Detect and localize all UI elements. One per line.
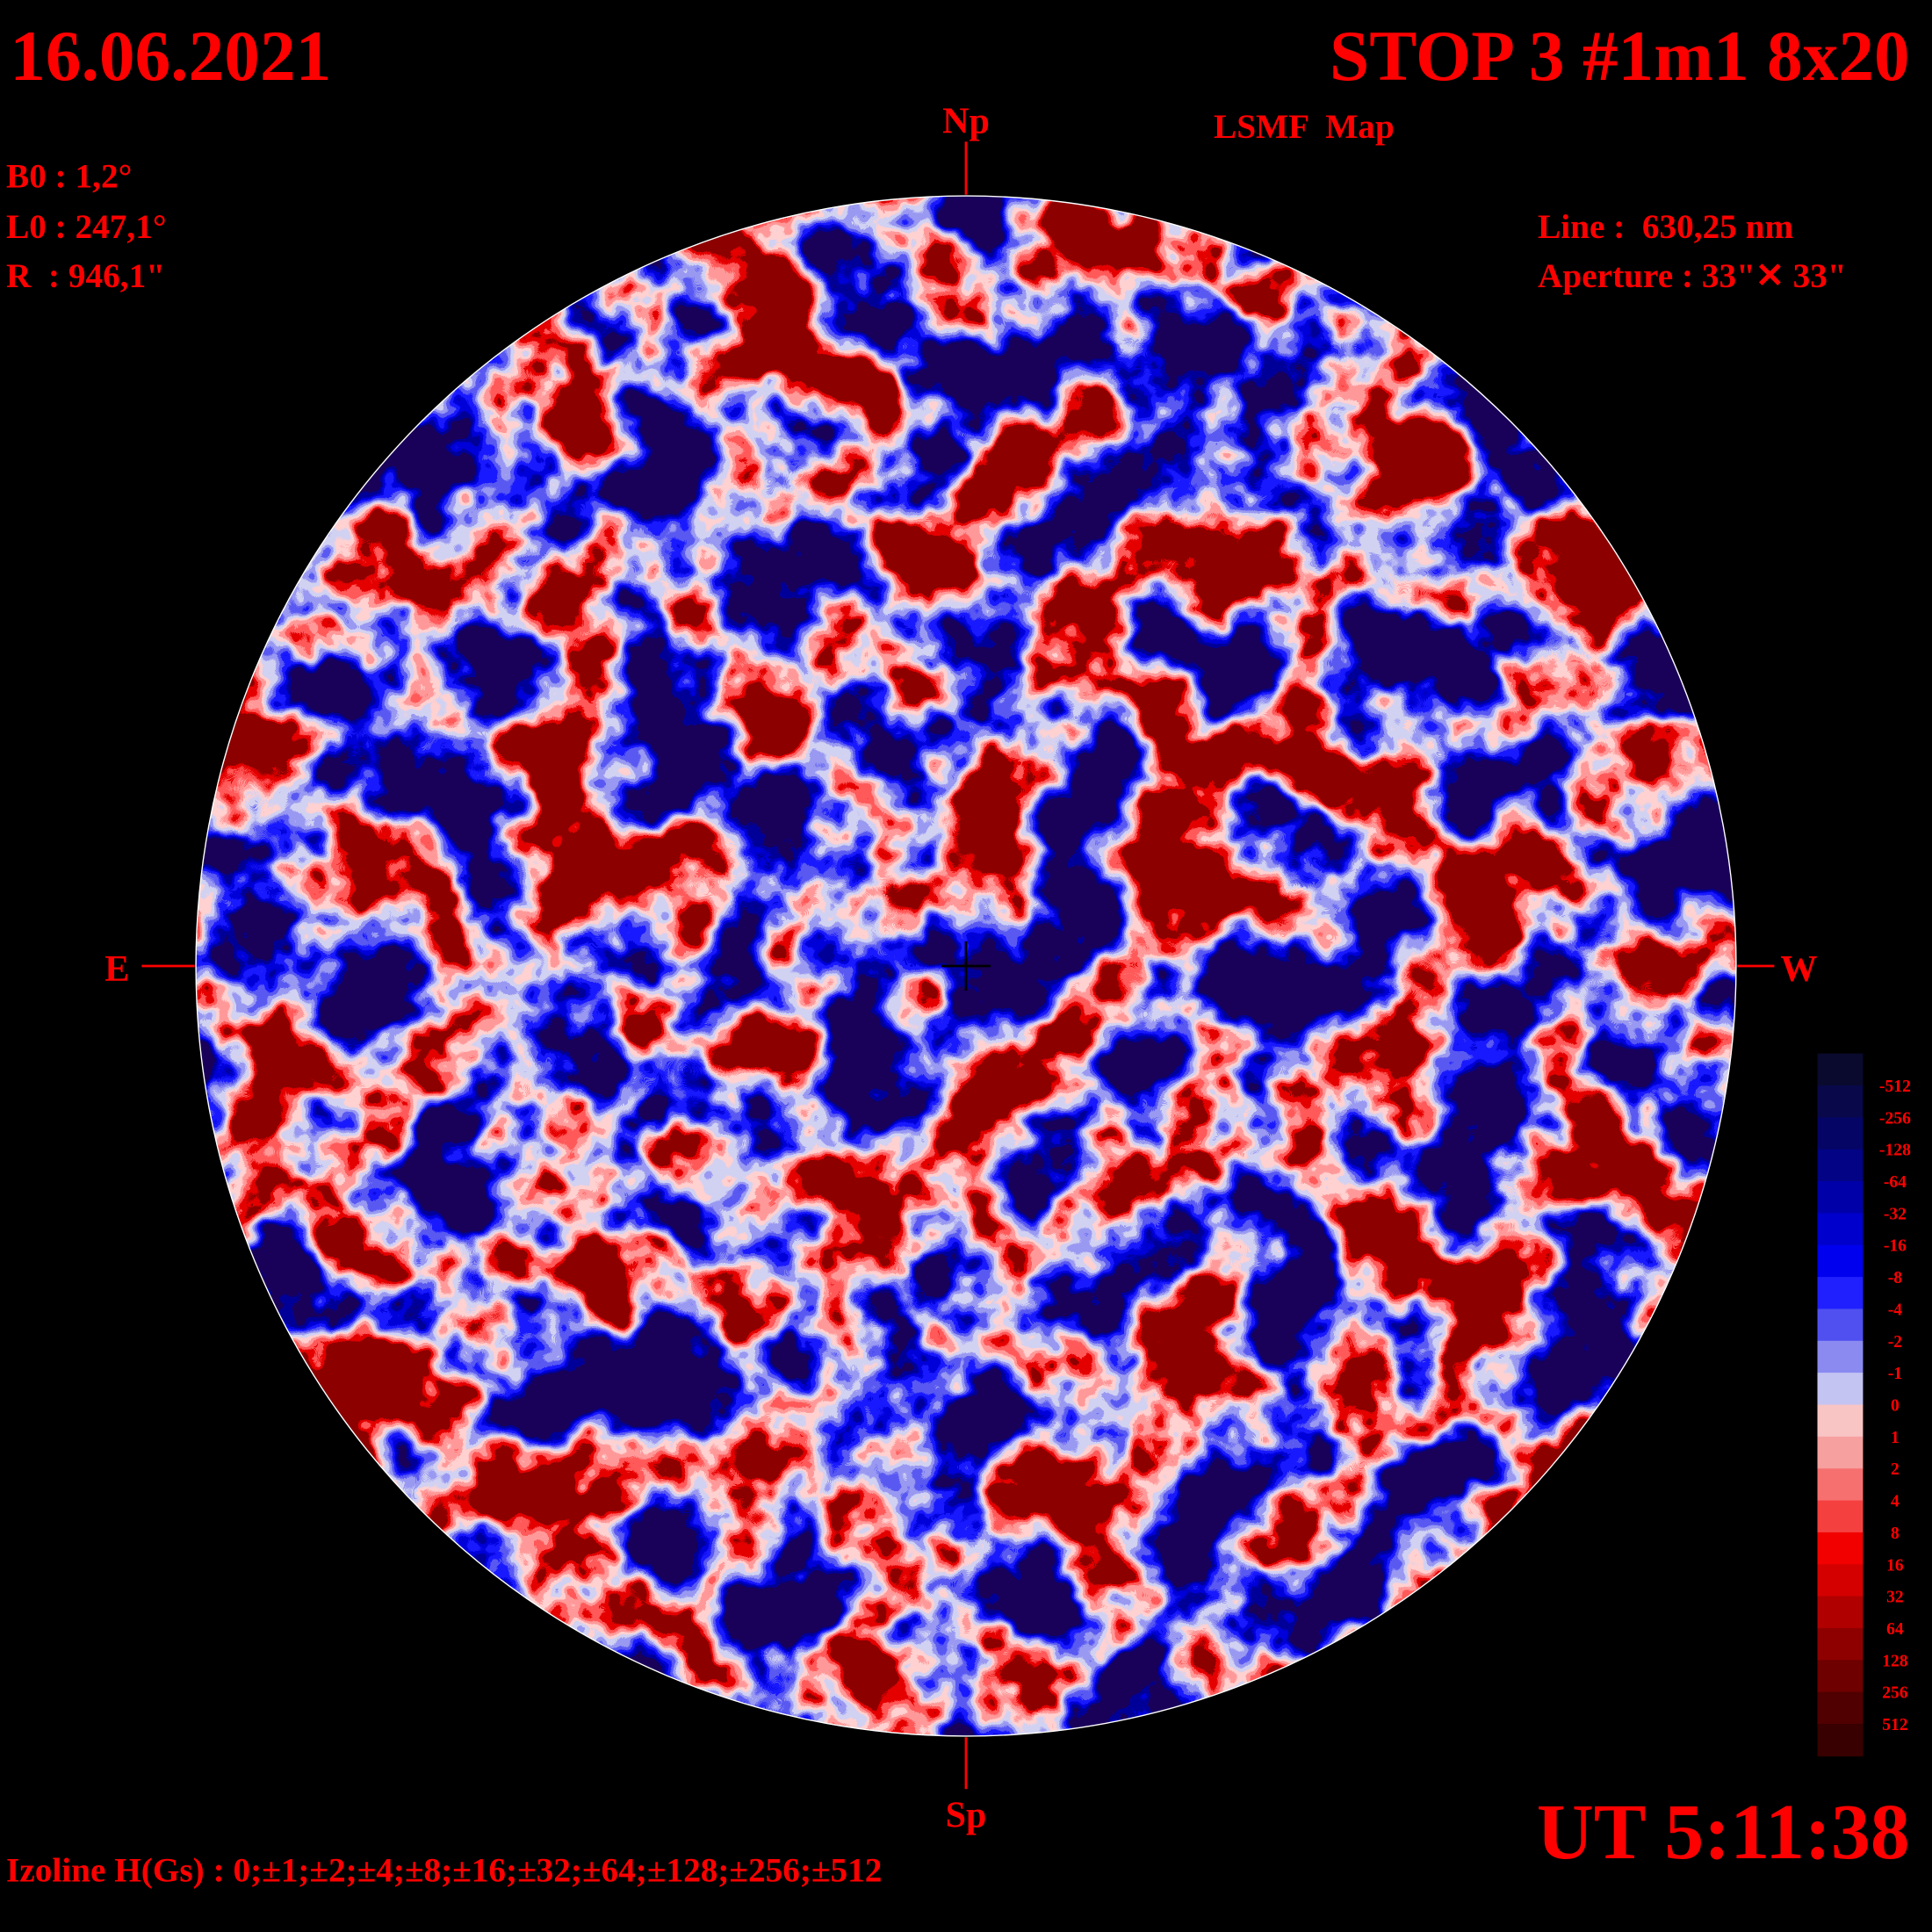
direction-label: E [105, 948, 129, 990]
colorbar-label: 8 [1891, 1524, 1900, 1543]
param: Aperture : 33"✕ 33" [1538, 257, 1847, 295]
colorbar-label: -8 [1888, 1268, 1903, 1287]
colorbar-label: 512 [1882, 1715, 1907, 1734]
colorbar: -512 -256 -128 -64 -32 -16 -8 -4 -2 -1 0 1 2 4 8 16 32 64… [1817, 1053, 1911, 1757]
colorbar-swatch [1817, 1053, 1864, 1086]
time: UT 5:11:38 [1537, 1789, 1910, 1876]
colorbar-swatch [1817, 1660, 1864, 1693]
param: B0 : 1,2° [6, 157, 132, 195]
date: 16.06.2021 [10, 16, 331, 96]
colorbar-label: -1 [1888, 1364, 1902, 1383]
colorbar-swatch [1817, 1724, 1864, 1757]
colorbar-label: 128 [1882, 1651, 1908, 1670]
colorbar-swatch [1817, 1277, 1864, 1310]
subtitle: LSMF Map [1214, 108, 1395, 146]
colorbar-label: 32 [1886, 1588, 1904, 1607]
colorbar-swatch [1817, 1213, 1864, 1246]
colorbar-label: 0 [1891, 1396, 1900, 1416]
colorbar-label: -32 [1884, 1204, 1907, 1223]
colorbar-swatch [1817, 1468, 1864, 1502]
colorbar-swatch [1817, 1596, 1864, 1629]
colorbar-swatch [1817, 1564, 1864, 1597]
colorbar-label: 4 [1891, 1492, 1900, 1511]
colorbar-swatch [1817, 1149, 1864, 1182]
colorbar-label: 1 [1891, 1428, 1900, 1447]
colorbar-label: -16 [1884, 1236, 1907, 1256]
colorbar-label: 16 [1886, 1555, 1904, 1575]
colorbar-swatch [1817, 1532, 1864, 1565]
colorbar-swatch [1817, 1691, 1864, 1725]
colorbar-label: -64 [1884, 1172, 1907, 1192]
izoline-note: Izoline H(Gs) : 0;±1;±2;±4;±8;±16;±32;±6… [6, 1851, 882, 1889]
colorbar-swatch [1817, 1085, 1864, 1119]
param: R : 946,1" [6, 257, 165, 295]
colorbar-swatch [1817, 1117, 1864, 1150]
direction-label: Np [942, 101, 990, 142]
colorbar-swatch [1817, 1340, 1864, 1373]
colorbar-swatch [1817, 1181, 1864, 1215]
colorbar-swatch [1817, 1308, 1864, 1342]
colorbar-swatch [1817, 1244, 1864, 1278]
limb [195, 195, 1737, 1737]
colorbar-label: -256 [1879, 1108, 1911, 1128]
colorbar-label: 256 [1882, 1683, 1908, 1703]
param: Line : 630,25 nm [1538, 208, 1794, 246]
colorbar-label: -2 [1888, 1332, 1902, 1352]
direction-label: W [1780, 948, 1817, 990]
colorbar-label: -4 [1888, 1300, 1903, 1319]
colorbar-label: -512 [1879, 1077, 1911, 1096]
colorbar-swatch [1817, 1436, 1864, 1469]
colorbar-label: 64 [1886, 1619, 1904, 1639]
colorbar-swatch [1817, 1627, 1864, 1662]
colorbar-swatch [1817, 1404, 1864, 1438]
colorbar-swatch [1817, 1373, 1864, 1406]
param: L0 : 247,1° [6, 208, 167, 246]
colorbar-label: -128 [1879, 1141, 1911, 1160]
title: STOP 3 #1m1 8x20 [1330, 16, 1910, 96]
colorbar-swatch [1817, 1500, 1864, 1533]
colorbar-label: 2 [1891, 1460, 1900, 1479]
direction-label: Sp [946, 1795, 987, 1836]
